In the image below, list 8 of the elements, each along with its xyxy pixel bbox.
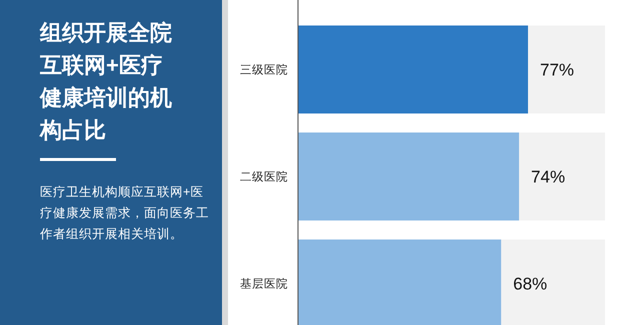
data-label: 74% — [531, 168, 566, 186]
text: 组织开展全院互联网+医疗健康培训的机构占比 — [39, 20, 172, 142]
y-tick-label: 三级医院 — [240, 62, 288, 76]
y-tick-label: 二级医院 — [240, 170, 288, 184]
y-tick-label: 基层医院 — [240, 276, 288, 290]
data-label: 68% — [513, 274, 548, 294]
data-label: 77% — [540, 60, 574, 80]
text: 医疗卫生机构顺应互联网+医疗健康发展需求，面向医务工作者组织开展相关培训。 — [39, 184, 209, 241]
